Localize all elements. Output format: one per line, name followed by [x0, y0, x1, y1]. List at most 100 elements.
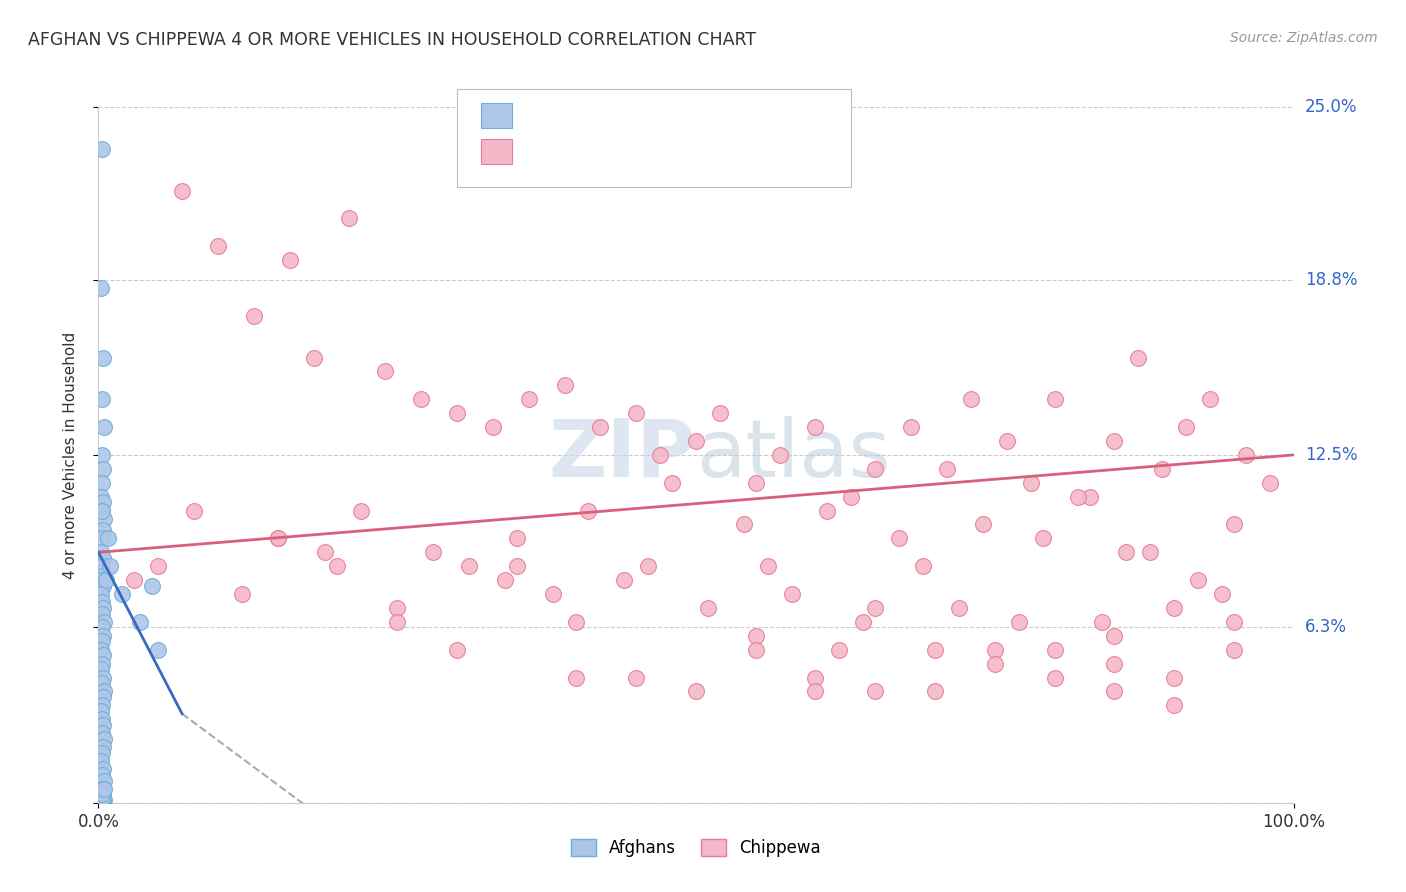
Point — [93, 781, 115, 796]
Point — [1175, 420, 1198, 434]
Point — [90, 793, 112, 807]
Point — [1102, 434, 1125, 448]
Point — [91, 351, 114, 365]
Point — [90, 793, 112, 807]
Point — [983, 642, 1005, 657]
Point — [91, 712, 114, 726]
Point — [91, 601, 114, 615]
Point — [1258, 475, 1281, 490]
Point — [863, 601, 886, 615]
Point — [481, 420, 505, 434]
Point — [91, 657, 114, 671]
Point — [924, 642, 946, 657]
Point — [924, 684, 946, 698]
Point — [768, 448, 790, 462]
Point — [446, 642, 468, 657]
Point — [1007, 615, 1029, 629]
Point — [624, 406, 647, 420]
Point — [745, 642, 768, 657]
Point — [91, 503, 114, 517]
Point — [1222, 517, 1246, 532]
Point — [183, 503, 205, 517]
Point — [93, 567, 115, 582]
Point — [1211, 587, 1233, 601]
Point — [91, 793, 114, 807]
Point — [326, 559, 349, 574]
Point — [90, 281, 112, 295]
Point — [93, 773, 115, 788]
Point — [804, 420, 827, 434]
Point — [242, 309, 264, 323]
Point — [828, 642, 851, 657]
Point — [91, 607, 114, 621]
Point — [91, 462, 114, 476]
Text: -0.145: -0.145 — [574, 107, 633, 125]
Point — [506, 559, 529, 574]
Text: atlas: atlas — [696, 416, 890, 494]
Point — [91, 793, 114, 807]
Point — [889, 532, 911, 546]
Point — [267, 532, 290, 546]
Point — [98, 559, 122, 574]
Point — [315, 545, 337, 559]
Point — [756, 559, 779, 574]
Point — [1150, 462, 1173, 476]
Point — [91, 142, 114, 156]
Point — [1234, 448, 1257, 462]
Point — [900, 420, 922, 434]
Point — [93, 615, 115, 629]
Point — [1043, 392, 1066, 407]
Point — [90, 754, 112, 768]
Point — [1163, 698, 1185, 713]
Point — [91, 676, 114, 690]
Point — [90, 704, 112, 718]
Point — [565, 671, 588, 685]
Point — [93, 731, 115, 746]
Text: R =: R = — [523, 143, 564, 161]
Point — [709, 406, 731, 420]
Point — [1222, 642, 1246, 657]
Point — [93, 684, 115, 698]
Point — [565, 615, 588, 629]
Text: 102: 102 — [702, 143, 737, 161]
Point — [422, 545, 444, 559]
Point — [129, 615, 152, 629]
Point — [124, 573, 146, 587]
Point — [1102, 657, 1125, 671]
Point — [1128, 351, 1150, 365]
Point — [91, 559, 114, 574]
Point — [93, 512, 115, 526]
Point — [911, 559, 934, 574]
Point — [91, 698, 114, 713]
Point — [97, 532, 120, 546]
Point — [94, 573, 117, 587]
Point — [661, 475, 683, 490]
Point — [1032, 532, 1054, 546]
Text: N=: N= — [664, 143, 695, 161]
Point — [1019, 475, 1042, 490]
Point — [350, 503, 373, 517]
Point — [576, 503, 599, 517]
Point — [91, 790, 114, 805]
Text: R =: R = — [523, 107, 560, 125]
Point — [91, 790, 114, 805]
Point — [517, 392, 540, 407]
Point — [972, 517, 994, 532]
Point — [541, 587, 564, 601]
Point — [804, 671, 827, 685]
Point — [1198, 392, 1220, 407]
Point — [91, 793, 114, 807]
Point — [457, 559, 479, 574]
Point — [446, 406, 468, 420]
Point — [93, 793, 115, 807]
Point — [91, 620, 114, 634]
Point — [613, 573, 636, 587]
Point — [91, 763, 114, 777]
Point — [589, 420, 612, 434]
Point — [90, 545, 112, 559]
Point — [1163, 671, 1185, 685]
Point — [91, 503, 114, 517]
Point — [91, 648, 114, 663]
Point — [90, 642, 112, 657]
Legend: Afghans, Chippewa: Afghans, Chippewa — [564, 832, 828, 864]
